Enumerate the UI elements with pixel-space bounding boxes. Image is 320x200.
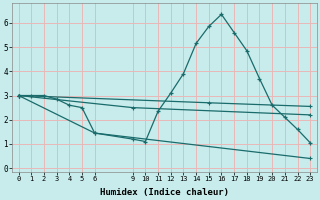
X-axis label: Humidex (Indice chaleur): Humidex (Indice chaleur) — [100, 188, 229, 197]
